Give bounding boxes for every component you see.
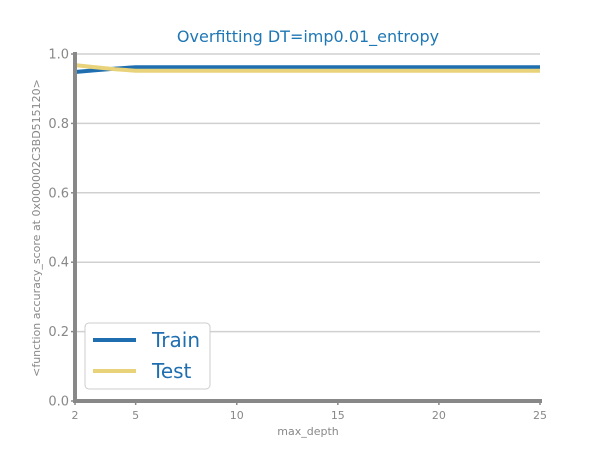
x-tick-label: 2	[72, 409, 79, 422]
legend-label-test: Test	[151, 359, 192, 383]
x-tick-label: 20	[432, 409, 446, 422]
legend-label-train: Train	[151, 328, 200, 352]
series-lines	[75, 65, 540, 72]
y-tick-label: 0.6	[48, 186, 69, 201]
x-ticks: 2 5 10 15 20 25	[72, 401, 548, 422]
y-ticks: 0.0 0.2 0.4 0.6 0.8 1.0	[48, 48, 75, 410]
x-tick-label: 5	[132, 409, 139, 422]
y-tick-label: 1.0	[48, 48, 69, 63]
y-tick-label: 0.0	[48, 395, 69, 410]
x-tick-label: 15	[331, 409, 345, 422]
y-axis-label: <function accuracy_score at 0x000002C3BD…	[30, 79, 43, 377]
x-tick-label: 25	[533, 409, 547, 422]
y-tick-label: 0.4	[48, 256, 69, 271]
y-tick-label: 0.8	[48, 117, 69, 132]
chart-title: Overfitting DT=imp0.01_entropy	[177, 27, 439, 47]
y-tick-label: 0.2	[48, 325, 69, 340]
legend: Train Test	[85, 323, 210, 389]
grid-lines	[75, 54, 540, 332]
x-axis-label: max_depth	[277, 425, 339, 438]
x-tick-label: 10	[230, 409, 244, 422]
